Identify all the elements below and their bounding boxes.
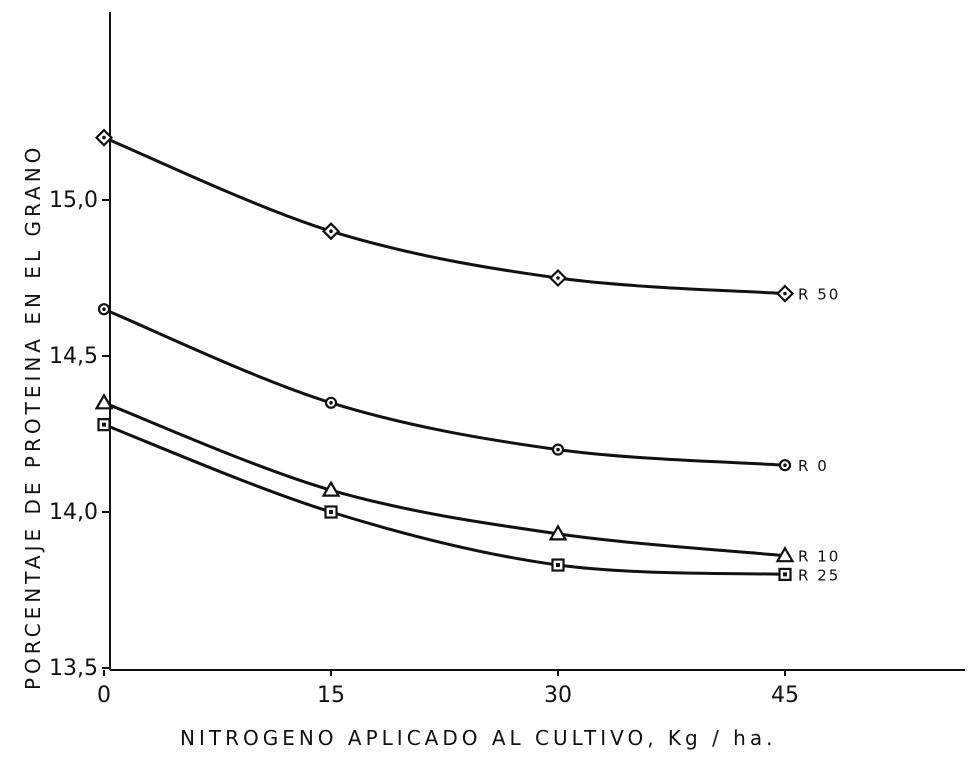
series-line-r50	[103, 136, 786, 296]
data-point-r50	[321, 222, 341, 241]
labels: NITROGENO APLICADO AL CULTIVO, Kg / ha. …	[21, 144, 776, 750]
data-point-r0	[778, 459, 792, 472]
axes	[109, 12, 965, 671]
x-tick-label: 30	[544, 683, 572, 708]
data-point-r0	[97, 303, 111, 316]
series-label-r25: R 25	[798, 566, 840, 584]
data-point-r10	[321, 480, 341, 497]
data-point-r25	[97, 418, 111, 432]
data-point-r50	[94, 128, 114, 147]
y-tick-label: 14,0	[49, 500, 98, 525]
y-tick-label: 15,0	[49, 188, 98, 213]
data-point-r25	[324, 505, 338, 519]
series-line-r25	[103, 423, 786, 576]
data-point-r10	[775, 545, 795, 563]
x-axis-title: NITROGENO APLICADO AL CULTIVO, Kg / ha.	[180, 726, 776, 750]
ticks: 13,5 14,0 14,5 15,0 0 15 30 45	[49, 188, 799, 708]
series-line-r10	[103, 401, 786, 558]
series-line-r0	[103, 307, 786, 467]
data-point-r10	[548, 524, 568, 541]
x-tick-label: 45	[771, 683, 799, 708]
data-point-r25	[551, 558, 565, 572]
x-tick-label: 15	[317, 683, 345, 708]
data-point-r50	[548, 268, 568, 288]
x-tick-label: 0	[97, 683, 111, 708]
series-label-r10: R 10	[798, 548, 840, 566]
y-tick-label: 14,5	[49, 344, 98, 369]
series-label-r0: R 0	[798, 457, 829, 475]
data-point-r0	[324, 396, 338, 409]
series-layer: R 50 R 0 R 10R 25	[94, 128, 840, 584]
data-point-r25	[778, 567, 792, 582]
y-tick-label: 13,5	[49, 656, 98, 681]
series-label-r50: R 50	[798, 286, 840, 304]
data-point-r50	[775, 284, 795, 303]
data-point-r0	[551, 443, 565, 456]
data-point-r10	[94, 393, 114, 410]
y-axis-title: PORCENTAJE DE PROTEINA EN EL GRANO	[21, 144, 45, 690]
